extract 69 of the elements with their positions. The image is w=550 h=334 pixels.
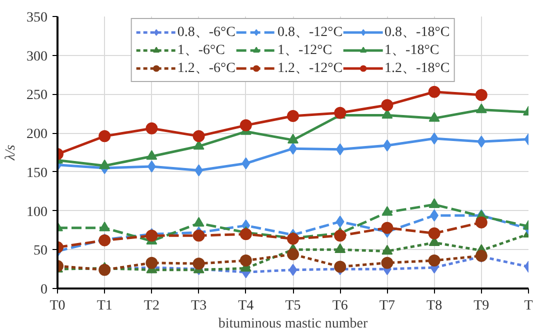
legend-label: 1、-12°C (277, 42, 332, 59)
legend-label: 1、-6°C (177, 42, 225, 59)
point (334, 230, 346, 242)
y-tick-label: 200 (26, 127, 48, 142)
legend-label: 0.8、-12°C (277, 24, 343, 41)
y-tick-label: 150 (26, 166, 48, 181)
point (428, 198, 440, 208)
point (382, 206, 393, 216)
point (193, 216, 204, 227)
point (192, 230, 205, 242)
y-tick-label: 250 (26, 88, 48, 104)
point (428, 86, 440, 98)
point (334, 260, 346, 273)
x-tick-label: T (524, 298, 534, 314)
legend-label: 0.8、-18°C (384, 24, 450, 41)
point (287, 232, 299, 245)
y-tick-label: 50 (34, 244, 48, 259)
point (288, 264, 298, 276)
point (240, 228, 252, 240)
point (99, 222, 110, 232)
point (146, 150, 158, 160)
point (288, 134, 298, 144)
x-tick-label: T2 (144, 298, 160, 314)
y-tick-label: 0 (40, 282, 48, 298)
point (382, 244, 393, 255)
point (428, 227, 440, 240)
point (428, 112, 440, 122)
point (428, 254, 440, 267)
point (475, 89, 488, 101)
x-axis-title: bituminous mastic number (218, 316, 368, 332)
point (334, 243, 346, 254)
x-tick-label: T7 (379, 298, 395, 314)
point (192, 130, 205, 142)
y-tick-label: 300 (26, 49, 48, 64)
point (240, 254, 252, 267)
point (242, 157, 250, 170)
point (477, 136, 486, 148)
y-tick-label: 100 (26, 204, 48, 220)
point (336, 216, 344, 228)
point (240, 119, 252, 132)
x-tick-label: T5 (285, 298, 301, 314)
x-tick-label: T9 (474, 298, 490, 314)
point (98, 130, 111, 142)
point (381, 99, 394, 112)
point (192, 258, 205, 270)
x-tick-label: T3 (191, 298, 207, 314)
legend-label: 1.2、-18°C (384, 60, 450, 77)
y-axis-title: λ/s (4, 144, 18, 162)
point (476, 103, 487, 114)
point (381, 256, 394, 269)
x-tick-label: T0 (50, 298, 66, 314)
point (288, 142, 298, 155)
point (381, 222, 394, 234)
point (99, 159, 110, 170)
y-tick-label: 350 (26, 10, 48, 26)
x-tick-label: T4 (238, 298, 254, 314)
point (146, 256, 158, 269)
legend-label: 0.8、-6°C (177, 24, 236, 41)
point (475, 216, 488, 228)
point (336, 143, 344, 156)
point (287, 248, 299, 260)
point (287, 110, 299, 122)
legend-label: 1.2、-6°C (177, 60, 236, 77)
x-tick-label: T8 (426, 298, 442, 314)
x-tick-label: T6 (332, 298, 348, 314)
x-tick-label: T1 (96, 298, 112, 314)
legend-label: 1、-18°C (384, 42, 440, 59)
legend-label: 1.2、-12°C (277, 60, 343, 77)
point (146, 122, 158, 134)
